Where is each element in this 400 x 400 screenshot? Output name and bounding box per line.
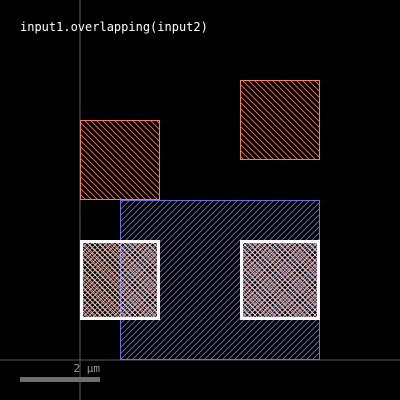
grid-dot	[199, 159, 201, 161]
grid-dot	[39, 39, 41, 41]
scale-bar-line	[20, 377, 100, 382]
grid-dot	[0, 119, 1, 121]
grid-dot	[0, 39, 1, 41]
grid-dot	[279, 0, 281, 1]
grid-dot	[199, 79, 201, 81]
grid-dot	[39, 0, 41, 1]
grid-dot	[239, 0, 241, 1]
grid-dot	[0, 0, 1, 1]
grid-dot	[0, 79, 1, 81]
grid-dot	[359, 79, 361, 81]
grid-dot	[159, 79, 161, 81]
grid-dot	[199, 0, 201, 1]
grid-dot	[0, 279, 1, 281]
grid-dot	[119, 0, 121, 1]
grid-dot	[159, 0, 161, 1]
scale-bar: 2 µm	[20, 362, 100, 382]
grid-dot	[359, 279, 361, 281]
grid-dot	[319, 39, 321, 41]
grid-dot	[119, 39, 121, 41]
grid-dot	[359, 119, 361, 121]
grid-dot	[0, 239, 1, 241]
grid-dot	[319, 0, 321, 1]
result-rect-left	[80, 240, 160, 320]
grid-dot	[159, 39, 161, 41]
grid-dot	[359, 199, 361, 201]
grid-dot	[39, 319, 41, 321]
grid-dot	[279, 39, 281, 41]
grid-dot	[359, 239, 361, 241]
grid-dot	[239, 39, 241, 41]
grid-dot	[39, 279, 41, 281]
input1-rect-upper-left	[80, 120, 160, 200]
grid-dot	[119, 79, 121, 81]
grid-dot	[0, 159, 1, 161]
title: input1.overlapping(input2)	[20, 20, 208, 34]
grid-dot	[359, 159, 361, 161]
result-rect-right	[240, 240, 320, 320]
grid-dot	[39, 119, 41, 121]
scale-bar-label: 2 µm	[74, 362, 101, 375]
grid-dot	[39, 159, 41, 161]
grid-dot	[0, 319, 1, 321]
input1-rect-top-right	[240, 80, 320, 160]
grid-dot	[359, 39, 361, 41]
grid-dot	[199, 39, 201, 41]
grid-dot	[39, 199, 41, 201]
result-layer	[80, 240, 320, 320]
grid-dot	[359, 0, 361, 1]
grid-dot	[39, 79, 41, 81]
grid-dot	[39, 239, 41, 241]
grid-dot	[0, 199, 1, 201]
grid-dot	[359, 319, 361, 321]
grid-dot	[199, 119, 201, 121]
